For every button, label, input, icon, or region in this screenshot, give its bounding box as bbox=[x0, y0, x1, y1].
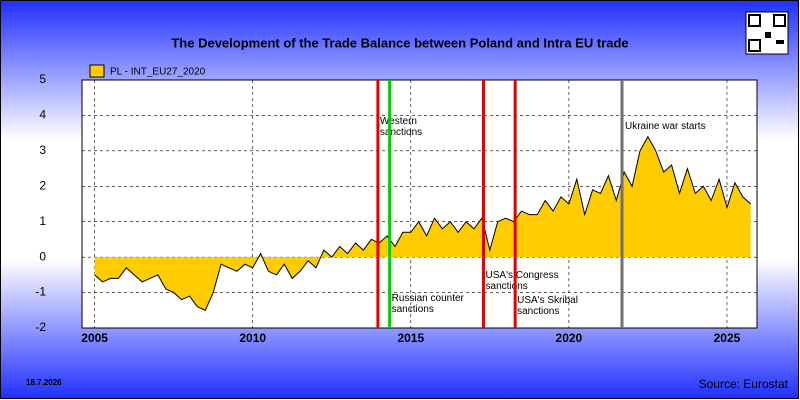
source: Source: Eurostat bbox=[699, 377, 789, 391]
y-tick-label: 0 bbox=[39, 249, 46, 263]
qr-code bbox=[745, 11, 789, 55]
x-tick-label: 2020 bbox=[556, 331, 583, 345]
x-tick-label: 2010 bbox=[239, 331, 266, 345]
legend-swatch bbox=[89, 64, 105, 78]
line bbox=[94, 135, 752, 311]
chart-title: The Development of the Trade Balance bet… bbox=[171, 35, 628, 50]
event-label: USA's Skribal sanctions bbox=[517, 295, 578, 317]
date: 18.7.2026 bbox=[26, 378, 62, 387]
event-label-line: USA's Skribal bbox=[517, 295, 578, 306]
y-tick-label: 4 bbox=[39, 108, 46, 122]
y-axis-label: € * Billion Euro bbox=[33, 158, 48, 251]
event-label: Western sanctions bbox=[380, 116, 422, 138]
event-label: Ukraine war starts bbox=[625, 121, 706, 132]
event-label: USA's Congress sanctions bbox=[486, 270, 559, 292]
event-label-line: USA's Congress bbox=[486, 270, 559, 281]
event-label-line: sanctions bbox=[517, 306, 559, 317]
event-label-line: sanctions bbox=[392, 304, 434, 315]
y-tick-label: 1 bbox=[39, 214, 46, 228]
event-label-line: sanctions bbox=[486, 281, 528, 292]
legend-label: PL - INT_EU27_2020 bbox=[110, 67, 206, 78]
event-label-line: sanctions bbox=[380, 127, 422, 138]
y-tick-label: 3 bbox=[39, 143, 46, 157]
y-tick-label: 5 bbox=[39, 72, 46, 86]
event-label-line: Ukraine war starts bbox=[625, 121, 706, 132]
event-label-line: Western bbox=[380, 116, 417, 127]
event-label-line: Russian counter bbox=[392, 293, 465, 304]
event-label: Russian counter sanctions bbox=[392, 293, 465, 315]
y-tick-label: -2 bbox=[35, 320, 46, 334]
x-tick-label: 2015 bbox=[397, 331, 424, 345]
area bbox=[94, 136, 751, 311]
x-tick-label: 2005 bbox=[81, 331, 108, 345]
y-tick-label: 2 bbox=[39, 178, 46, 192]
y-tick-label: -1 bbox=[35, 285, 46, 299]
x-tick-label: 2025 bbox=[714, 331, 741, 345]
